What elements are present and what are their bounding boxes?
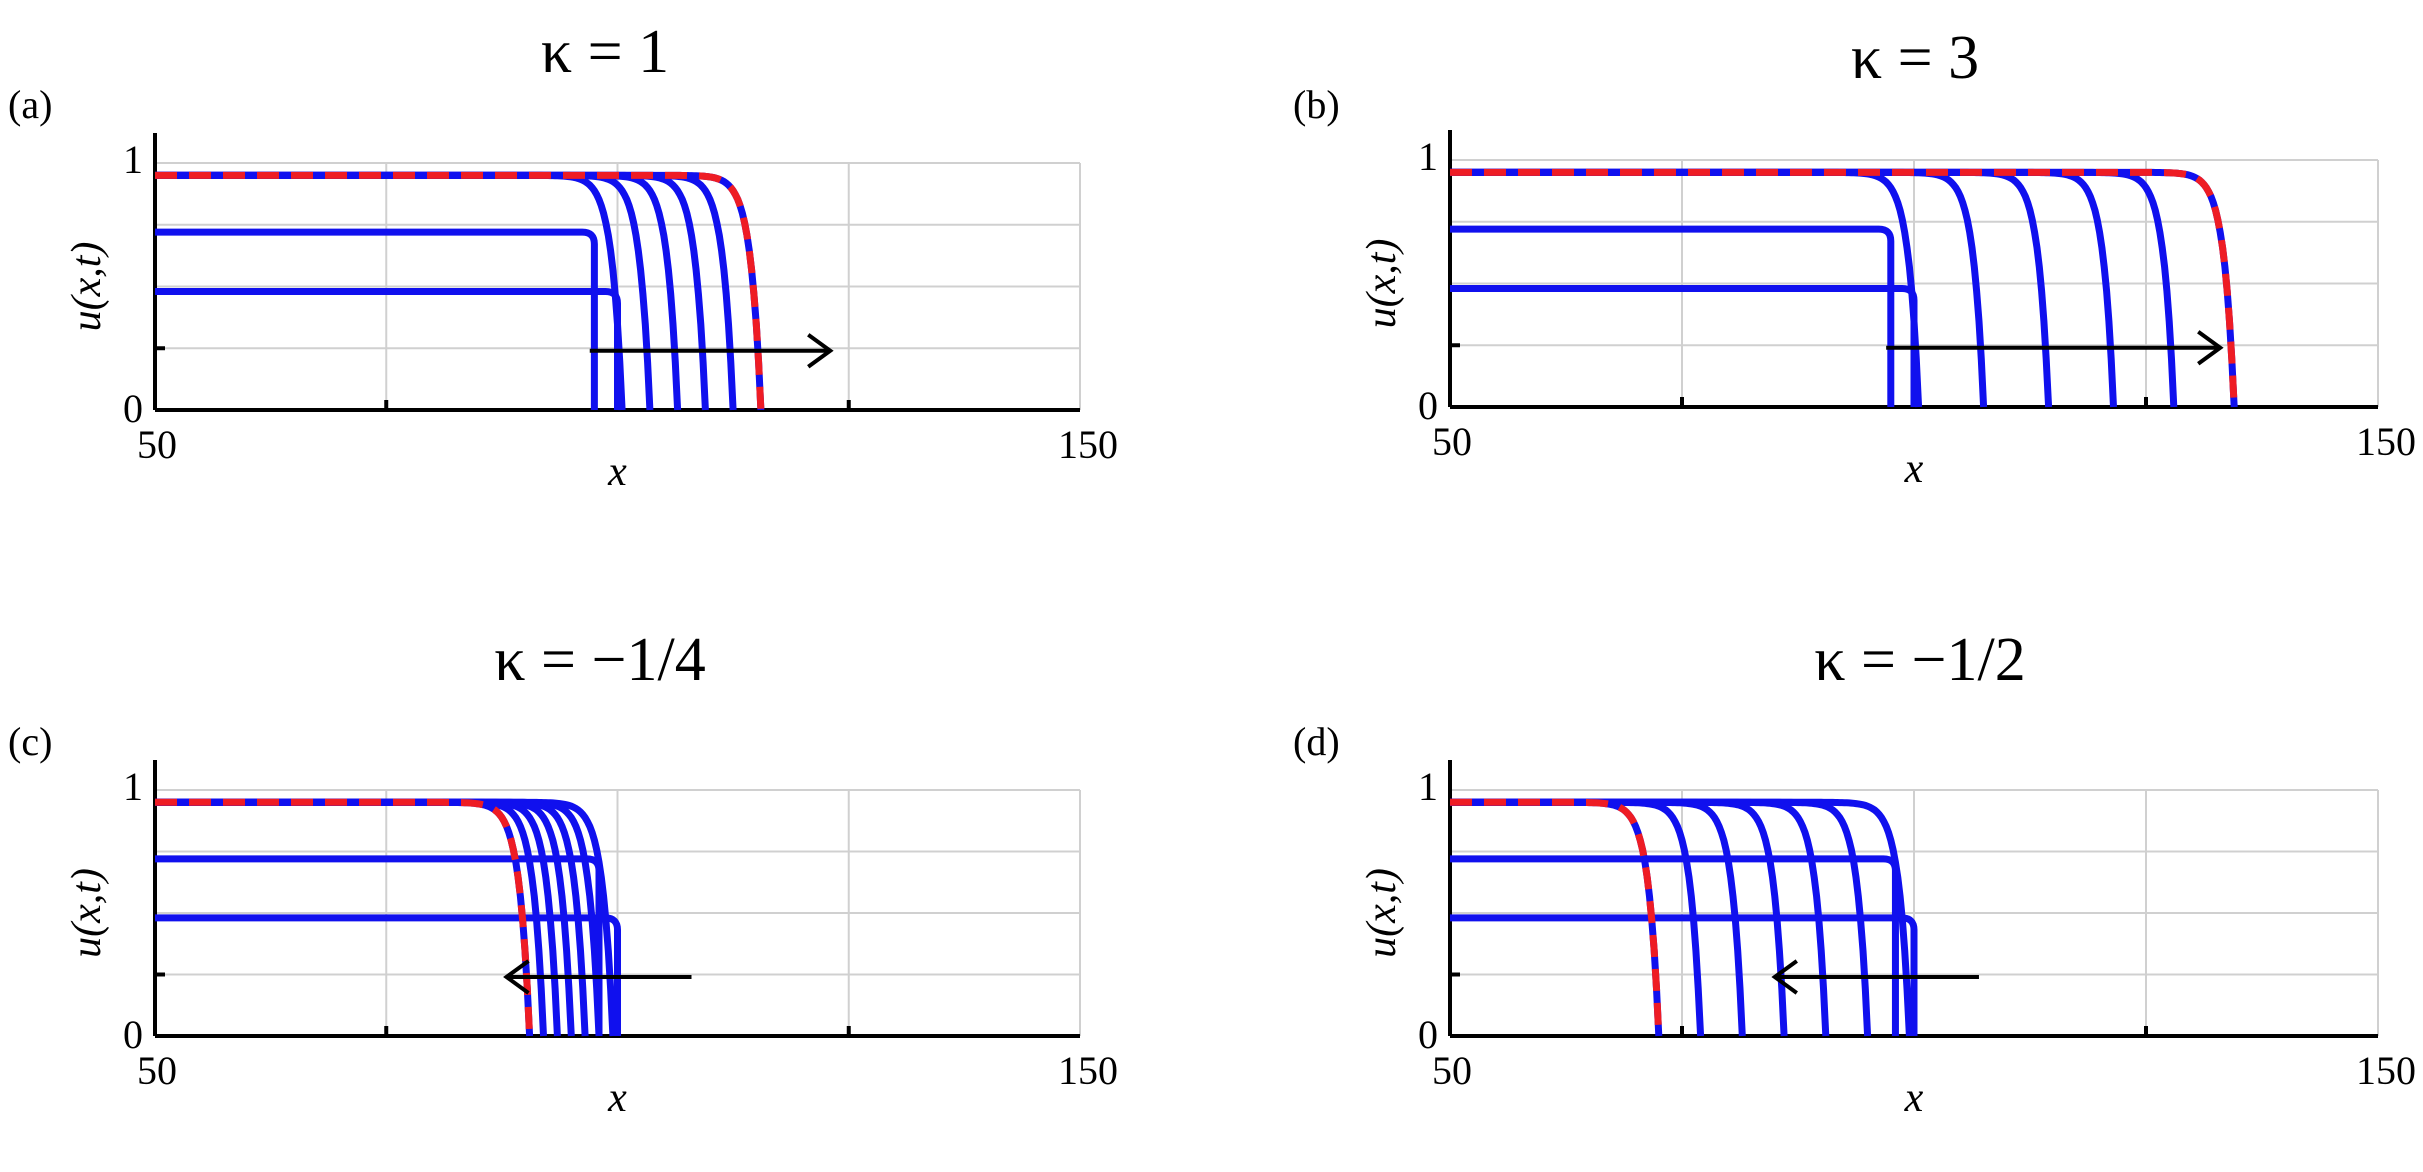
panel-c-ytick-label-max: 1 [123,764,143,809]
panel-a-final-profile-base [155,171,765,411]
panel-a-title: κ = 1 [541,18,669,86]
panel-b-arrow-head [2197,330,2224,366]
panel-d-final-profile-dashed [1450,798,1663,1037]
panel-d-arrow-head [1771,959,1798,995]
panel-c-final-profile-dashed [155,798,534,1037]
panel-c-ytick-label-min: 0 [123,1012,143,1057]
panel-d-ylabel: u(x,t) [1359,868,1405,958]
panel-c-xtick-label-min: 50 [137,1048,177,1093]
panel-d-title: κ = −1/2 [1814,626,2025,694]
panel-a-ytick-label-max: 1 [123,137,143,182]
panel-b-ytick-label-min: 0 [1418,383,1438,428]
panel-d-initial-profile-2 [1450,855,1899,1036]
panel-a-ytick-label-min: 0 [123,386,143,431]
panel-a-xlabel: x [607,449,627,495]
panel-b-xtick-label-min: 50 [1432,419,1472,464]
panel-d-label: (d) [1293,719,1340,764]
panel-c-label: (c) [8,719,52,764]
panel-c-ylabel: u(x,t) [64,868,110,958]
panel-b-ylabel: u(x,t) [1359,239,1405,329]
panel-b-final-profile-dashed [1450,168,2238,408]
panel-d-ytick-label-min: 0 [1418,1012,1438,1057]
panel-a-arrow-head [807,333,834,369]
panel-d-xtick-label-min: 50 [1432,1048,1472,1093]
panel-d-xtick-label-max: 150 [2356,1048,2416,1093]
panel-b-xtick-label-max: 150 [2356,419,2416,464]
panel-a-initial-profile-2 [155,228,598,410]
panel-b-xlabel: x [1904,446,1924,492]
panel-c-xtick-label-max: 150 [1058,1048,1118,1093]
panel-d-ytick-label-max: 1 [1418,764,1438,809]
panel-b-initial-profile-2 [1450,225,1895,407]
panel-a-ylabel: u(x,t) [64,242,110,332]
panel-b-label: (b) [1293,82,1340,127]
panel-b-ytick-label-max: 1 [1418,134,1438,179]
panel-c-xlabel: x [607,1075,627,1121]
panel-a-xtick-label-max: 150 [1058,422,1118,467]
panel-b-title: κ = 3 [1851,24,1979,92]
panel-c-title: κ = −1/4 [494,626,705,694]
panel-a-xtick-label-min: 50 [137,422,177,467]
panel-c-arrow-head [503,959,530,995]
panel-d-xlabel: x [1904,1075,1924,1121]
panel-a-label: (a) [8,82,52,127]
